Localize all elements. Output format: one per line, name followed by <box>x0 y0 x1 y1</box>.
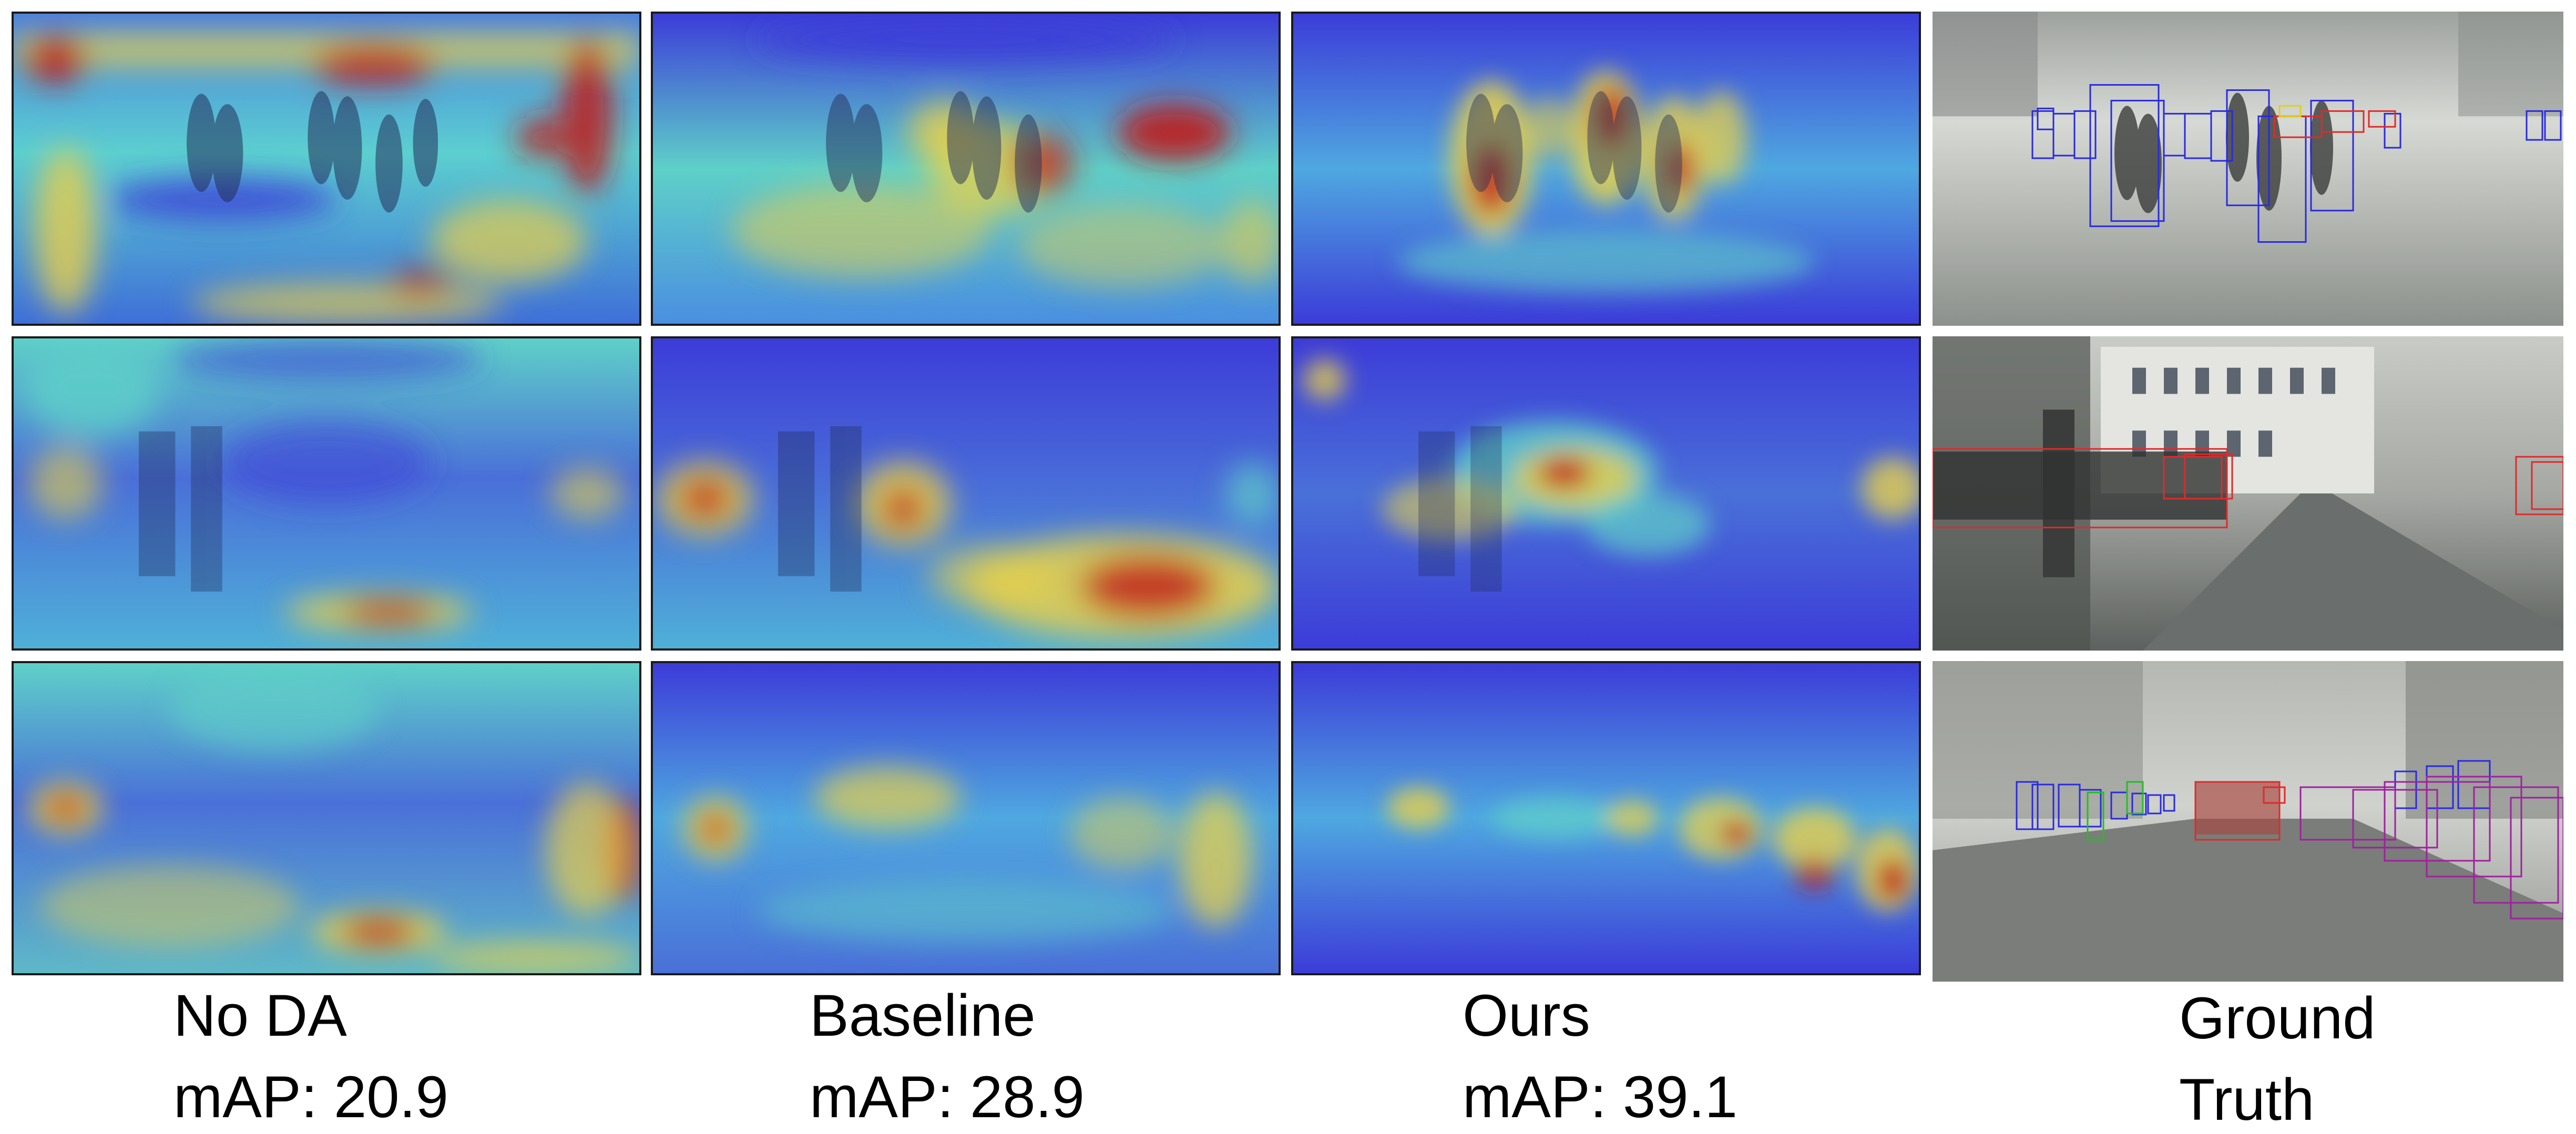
heatmap-ours-row1 <box>1291 12 1921 326</box>
caption-baseline-name: Baseline <box>810 983 1036 1048</box>
caption-no-da: No DA mAP: 20.9 <box>173 975 448 1134</box>
heatmap-ours-row3 <box>1291 661 1921 975</box>
heatmap-baseline-row2 <box>651 336 1281 651</box>
caption-no-da-name: No DA <box>173 983 347 1048</box>
caption-no-da-map: mAP: 20.9 <box>173 1064 448 1130</box>
caption-baseline: Baseline mAP: 28.9 <box>810 975 1085 1134</box>
caption-ours: Ours mAP: 39.1 <box>1463 975 1737 1134</box>
caption-ground-truth: Ground Truth <box>2179 977 2376 1134</box>
caption-ours-name: Ours <box>1463 983 1590 1048</box>
caption-ground-truth-line1: Ground <box>2179 985 2376 1051</box>
caption-ours-map: mAP: 39.1 <box>1463 1064 1737 1130</box>
heatmap-baseline-row1 <box>651 12 1281 326</box>
ground-truth-row3 <box>1933 661 2563 982</box>
heatmap-nodar-row3 <box>12 661 641 975</box>
heatmap-ours-row2 <box>1291 336 1921 651</box>
caption-baseline-map: mAP: 28.9 <box>810 1064 1085 1130</box>
ground-truth-row1 <box>1933 12 2563 326</box>
heatmap-baseline-row3 <box>651 661 1281 975</box>
heatmap-nodar-row2 <box>12 336 641 651</box>
ground-truth-row2 <box>1933 336 2563 651</box>
caption-ground-truth-line2: Truth <box>2179 1067 2315 1132</box>
heatmap-nodar-row1 <box>12 12 641 326</box>
